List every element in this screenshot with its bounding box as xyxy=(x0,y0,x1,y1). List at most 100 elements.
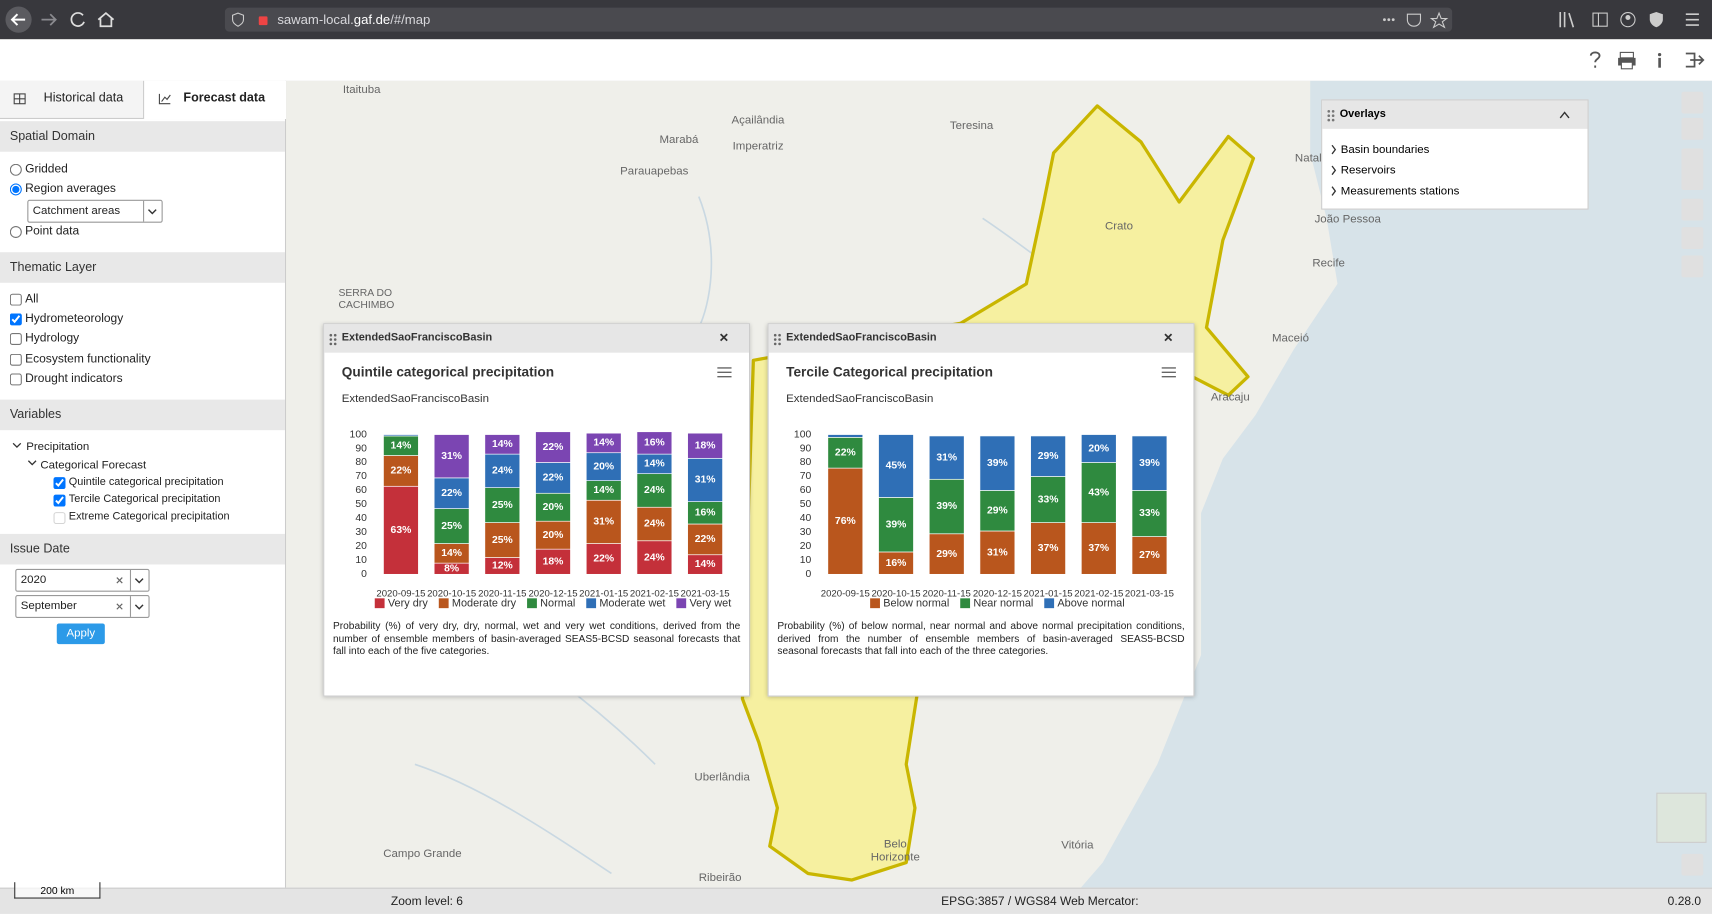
radio-option[interactable]: Point data xyxy=(9,223,79,240)
data-label: 39% xyxy=(886,519,907,530)
map-control[interactable] xyxy=(1681,853,1704,876)
overlay-item[interactable]: Measurements stations xyxy=(1340,184,1460,198)
checkbox-option[interactable]: Ecosystem functionality xyxy=(9,350,151,367)
checkbox[interactable] xyxy=(53,494,66,507)
radio-option[interactable]: Region averages xyxy=(9,180,116,197)
variable-option[interactable]: Extreme Categorical precipitation xyxy=(53,509,230,526)
projection: EPSG:3857 / WGS84 Web Mercator: xyxy=(941,895,1139,909)
radio-option[interactable]: Gridded xyxy=(9,161,68,178)
year-select[interactable]: 2020 xyxy=(15,568,150,592)
select-value: Catchment areas xyxy=(32,204,121,218)
tree-node[interactable]: Categorical Forecast xyxy=(40,458,147,472)
checkbox-option[interactable]: Hydrometeorology xyxy=(9,310,123,327)
chart-title: Tercile Categorical precipitation xyxy=(786,364,993,380)
grip-dot xyxy=(329,333,333,337)
legend: Below normal Near normal Above normal xyxy=(870,598,1125,610)
tab[interactable]: Historical data xyxy=(43,91,124,105)
variable-option[interactable]: Tercile Categorical precipitation xyxy=(53,491,221,508)
popup-header[interactable]: ExtendedSaoFranciscoBasin xyxy=(324,324,750,353)
checkbox-option[interactable]: All xyxy=(9,290,38,307)
legend-swatch xyxy=(374,598,385,609)
tab[interactable]: Forecast data xyxy=(183,91,266,105)
checkbox[interactable] xyxy=(9,372,22,385)
data-label: 14% xyxy=(695,559,716,570)
overlay-item[interactable]: Basin boundaries xyxy=(1340,143,1430,157)
apply-button[interactable]: Apply xyxy=(56,623,105,645)
radio[interactable] xyxy=(9,163,22,176)
select-arrow xyxy=(143,200,157,222)
url-text: sawam-local.gaf.de/#/map xyxy=(277,8,430,32)
section-header[interactable]: Variables xyxy=(0,399,285,431)
bar-segment xyxy=(535,548,571,575)
legend-swatch xyxy=(870,598,880,609)
app-icons[interactable] xyxy=(1583,49,1710,71)
data-label: 12% xyxy=(492,561,513,572)
checkbox[interactable] xyxy=(53,511,66,524)
checkbox[interactable] xyxy=(9,312,22,325)
tree-node[interactable]: Precipitation xyxy=(26,440,90,454)
y-tick-label: 0 xyxy=(361,569,367,580)
x-tick-label: 2021-02-15 xyxy=(630,588,679,599)
region-select[interactable]: Catchment areas xyxy=(27,199,163,223)
bar-segment xyxy=(433,434,470,479)
y-tick-label: 90 xyxy=(800,443,812,454)
minimap[interactable] xyxy=(1656,792,1707,843)
data-label: 16% xyxy=(695,508,716,519)
y-tick-label: 80 xyxy=(800,457,812,468)
overlays-header[interactable]: Overlays xyxy=(1322,100,1588,129)
option-label: Hydrology xyxy=(25,331,80,346)
radio[interactable] xyxy=(9,182,22,195)
map-control[interactable] xyxy=(1681,91,1704,114)
bar-segment xyxy=(535,462,571,494)
map-label: Aracaju xyxy=(1210,390,1250,404)
bar-segment xyxy=(878,434,914,498)
map-control[interactable] xyxy=(1681,148,1704,190)
legend-swatch xyxy=(960,598,971,609)
checkbox-option[interactable]: Hydrology xyxy=(9,330,80,347)
chart-menu[interactable] xyxy=(717,367,732,378)
tree-arrows xyxy=(12,442,37,466)
map-control[interactable] xyxy=(1681,198,1704,221)
data-label: 22% xyxy=(543,442,564,453)
tab-icons xyxy=(13,93,171,105)
map-label: Natal xyxy=(1294,151,1322,165)
section-header[interactable]: Issue Date xyxy=(0,533,285,565)
data-label: 14% xyxy=(441,548,462,559)
popup-header[interactable]: ExtendedSaoFranciscoBasin xyxy=(768,324,1194,353)
data-label: 18% xyxy=(543,556,564,567)
y-tick-label: 90 xyxy=(355,443,367,454)
checkbox[interactable] xyxy=(9,293,22,306)
map-control[interactable] xyxy=(1681,255,1704,278)
browser-toolbar: sawam-local.gaf.de/#/map xyxy=(0,0,1712,40)
variable-option[interactable]: Quintile categorical precipitation xyxy=(53,474,224,491)
grip-dot xyxy=(333,342,337,346)
data-label: 22% xyxy=(835,447,856,458)
grip-dot xyxy=(773,338,777,341)
map-label: Itaituba xyxy=(342,82,381,97)
bar-segment xyxy=(1080,522,1117,575)
y-tick-label: 0 xyxy=(805,569,811,580)
chart-caption: Probability (%) of very dry, dry, normal… xyxy=(333,620,741,657)
data-label: 20% xyxy=(543,530,564,541)
x-tick-label: 2021-01-15 xyxy=(1024,588,1073,599)
legend-label: Normal xyxy=(540,598,575,610)
y-tick-label: 20 xyxy=(800,541,812,552)
checkbox[interactable] xyxy=(53,476,66,489)
map-label: Marabá xyxy=(659,133,699,147)
section-header[interactable]: Thematic Layer xyxy=(0,252,285,283)
radio[interactable] xyxy=(9,225,22,238)
chart-menu[interactable] xyxy=(1161,367,1176,378)
checkbox[interactable] xyxy=(9,332,22,345)
checkbox[interactable] xyxy=(9,353,22,366)
option-label: Tercile Categorical precipitation xyxy=(68,493,221,506)
section-header[interactable]: Spatial Domain xyxy=(0,121,285,152)
overlay-item[interactable]: Reservoirs xyxy=(1340,163,1396,177)
legend-swatch xyxy=(1044,598,1055,609)
close-button[interactable] xyxy=(719,333,728,342)
month-select[interactable]: September xyxy=(15,595,150,618)
map-control[interactable] xyxy=(1681,117,1704,140)
checkbox-option[interactable]: Drought indicators xyxy=(9,370,123,387)
map-control[interactable] xyxy=(1681,227,1704,249)
close-button[interactable] xyxy=(1164,333,1173,342)
url-bar[interactable]: sawam-local.gaf.de/#/map xyxy=(224,7,1453,32)
